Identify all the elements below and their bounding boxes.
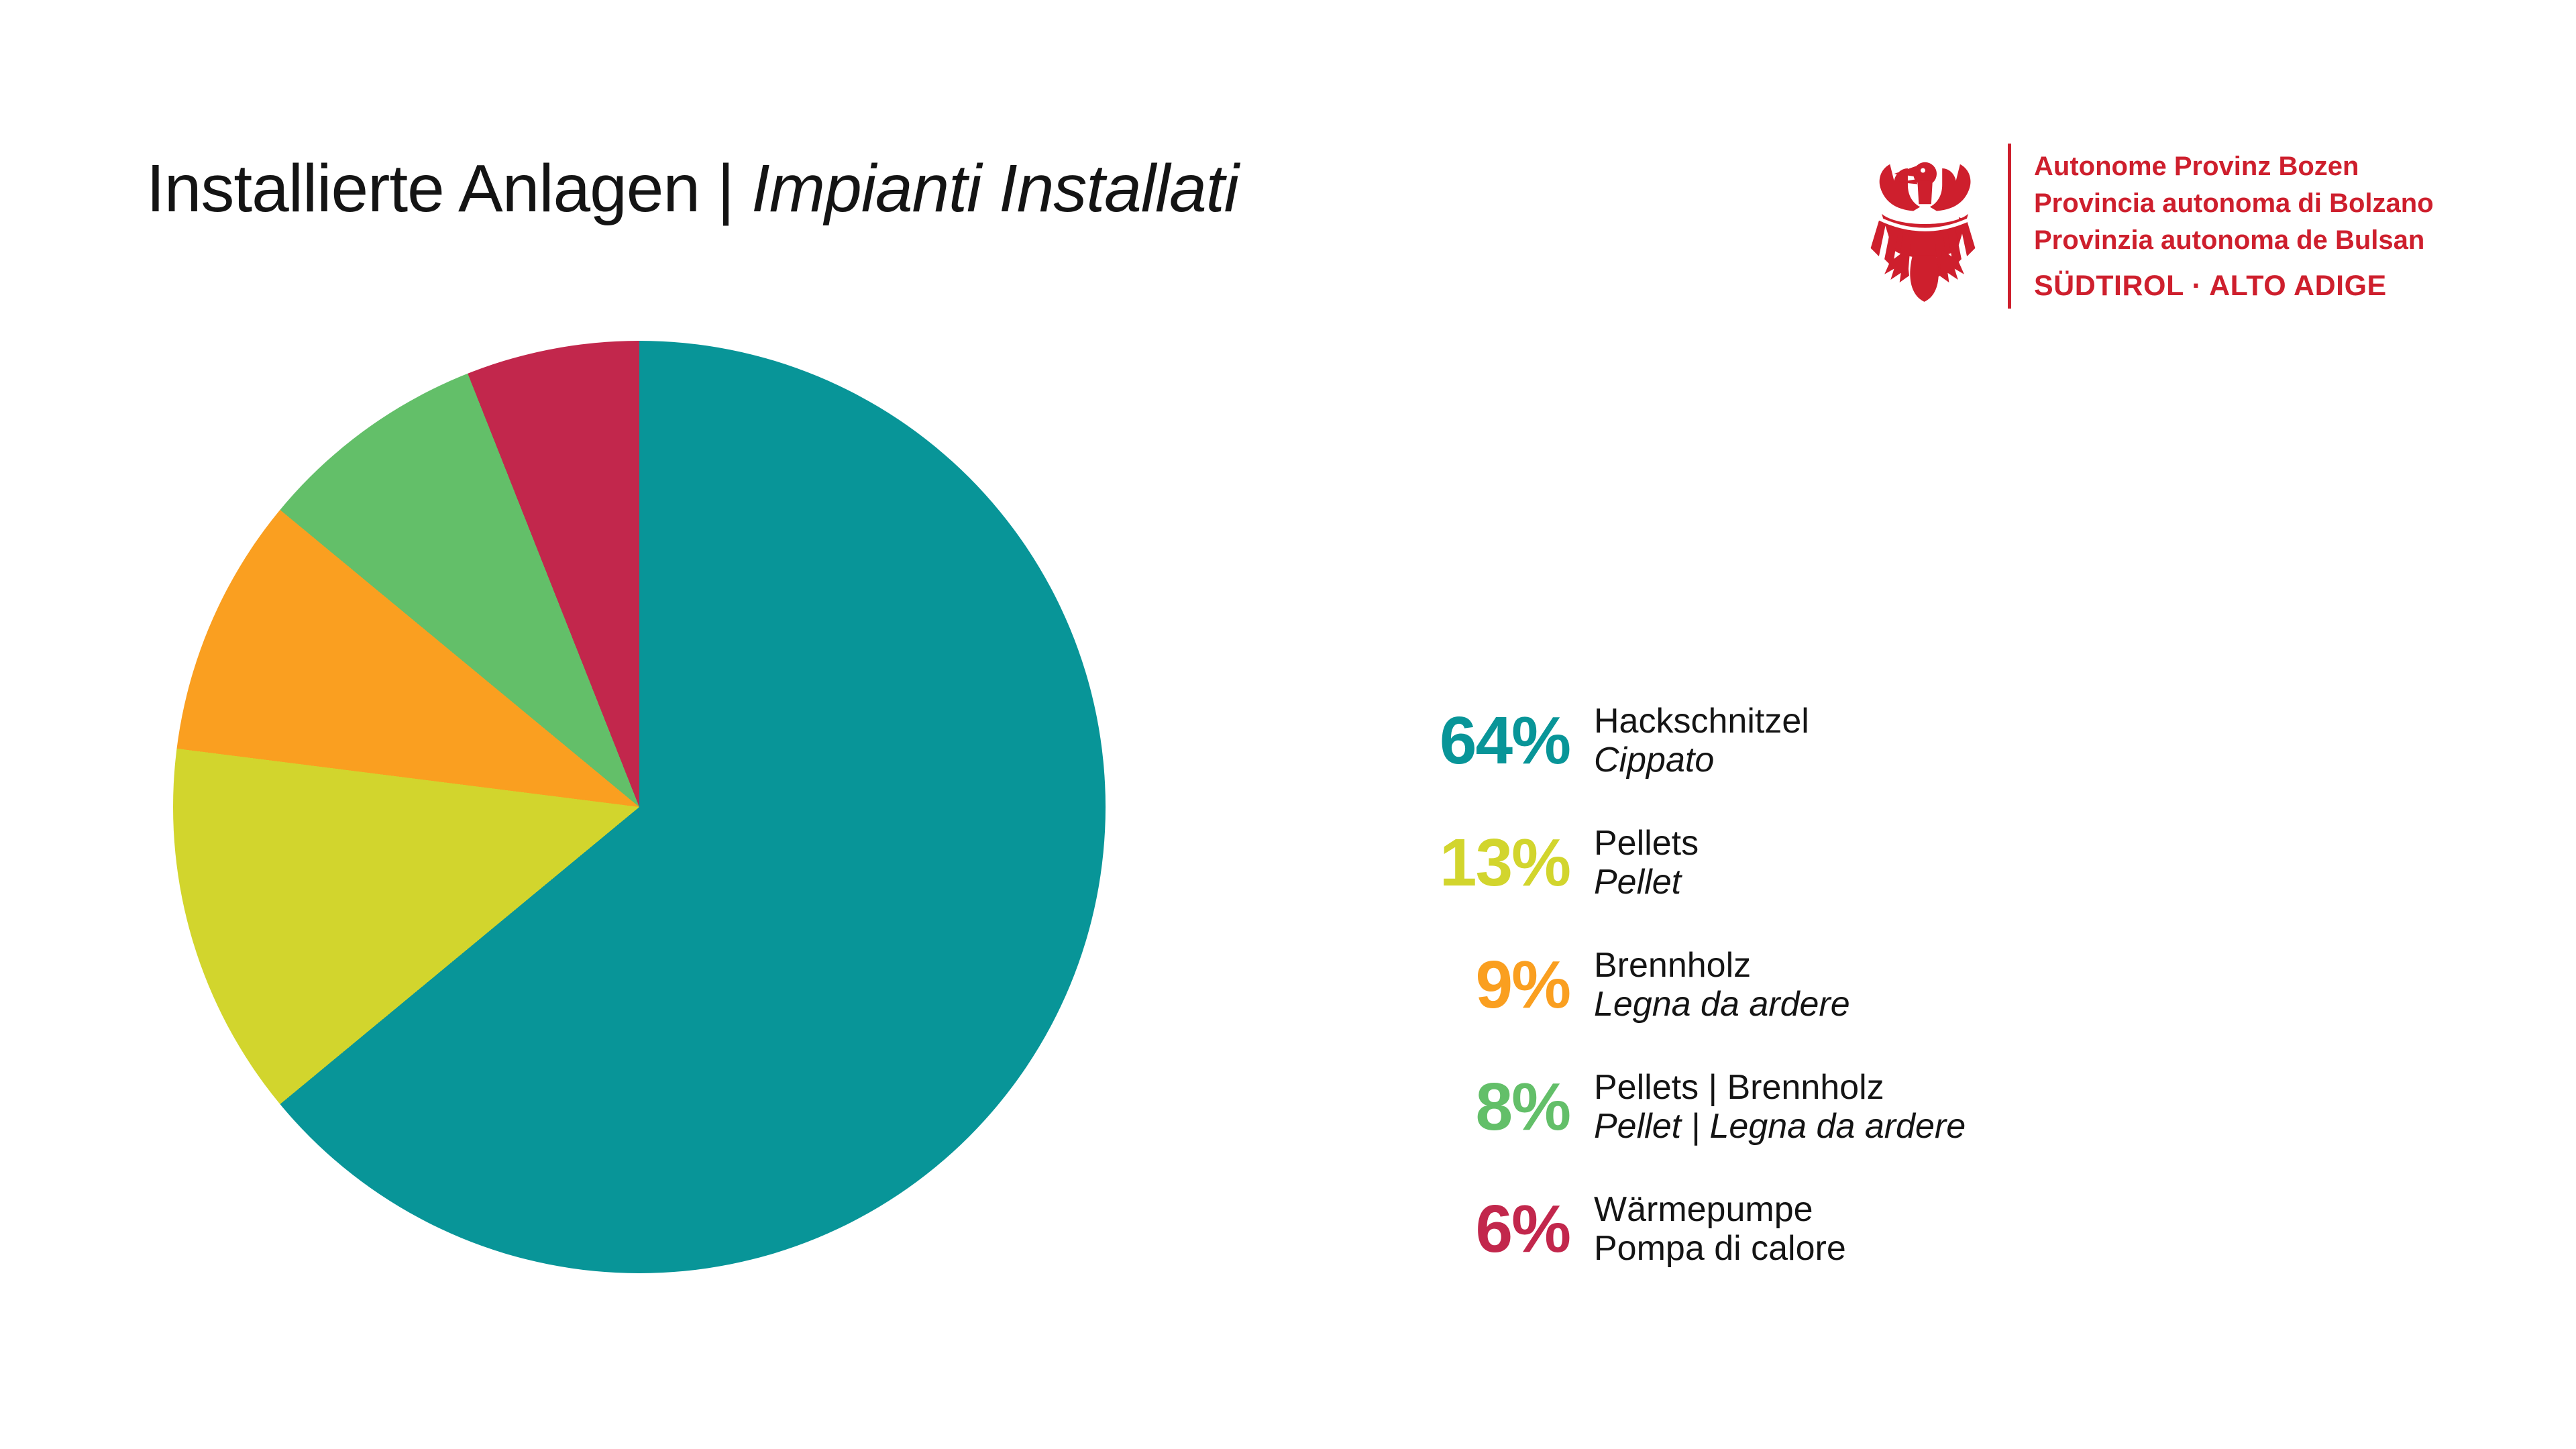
legend: 64% Hackschnitzel Cippato 13% Pellets Pe… xyxy=(1402,702,1966,1268)
logo-text-block: Autonome Provinz Bozen Provincia autonom… xyxy=(2034,148,2434,302)
logo-line-ladin: Provinzia autonoma de Bulsan xyxy=(2034,225,2425,255)
legend-percent: 64% xyxy=(1439,702,1571,778)
page-title: Installierte Anlagen | Impianti Installati xyxy=(146,151,1239,226)
legend-percent: 9% xyxy=(1475,947,1571,1022)
eagle-icon xyxy=(1870,162,1976,302)
logo-line-german: Autonome Provinz Bozen xyxy=(2034,152,2359,181)
legend-label-german: Pellets xyxy=(1594,824,1699,863)
legend-label-italian: Pellet | Legna da ardere xyxy=(1594,1107,1966,1146)
eagle-eye xyxy=(1921,168,1925,173)
logo-tagline: SÜDTIROL · ALTO ADIGE xyxy=(2034,270,2387,302)
legend-labels: Hackschnitzel Cippato xyxy=(1594,702,1809,780)
legend-item: 13% Pellets Pellet xyxy=(1402,824,1966,902)
legend-item: 8% Pellets | Brennholz Pellet | Legna da… xyxy=(1402,1068,1966,1146)
legend-item: 6% Wärmepumpe Pompa di calore xyxy=(1402,1190,1966,1268)
legend-labels: Pellets | Brennholz Pellet | Legna da ar… xyxy=(1594,1068,1966,1146)
legend-label-german: Pellets | Brennholz xyxy=(1594,1068,1884,1107)
legend-label-german: Brennholz xyxy=(1594,946,1752,985)
legend-label-italian: Cippato xyxy=(1594,741,1715,780)
legend-labels: Brennholz Legna da ardere xyxy=(1594,946,1850,1024)
legend-percent: 13% xyxy=(1439,824,1571,900)
page-title-separator: | xyxy=(717,151,735,226)
legend-labels: Pellets Pellet xyxy=(1594,824,1699,902)
legend-label-italian: Pellet xyxy=(1594,863,1682,902)
eagle-chest-band xyxy=(1876,216,1974,231)
legend-label-italian: Legna da ardere xyxy=(1594,985,1850,1024)
legend-label-italian: Pompa di calore xyxy=(1594,1229,1846,1268)
legend-item: 9% Brennholz Legna da ardere xyxy=(1402,946,1966,1024)
legend-item: 64% Hackschnitzel Cippato xyxy=(1402,702,1966,780)
logo-divider-line xyxy=(2008,144,2011,309)
pie-chart xyxy=(173,341,1106,1273)
legend-label-german: Hackschnitzel xyxy=(1594,702,1809,741)
legend-percent: 6% xyxy=(1475,1191,1571,1267)
page-title-italian: Impianti Installati xyxy=(751,151,1239,226)
legend-label-german: Wärmepumpe xyxy=(1594,1190,1813,1229)
legend-percent: 8% xyxy=(1475,1069,1571,1144)
page-title-german: Installierte Anlagen xyxy=(146,151,700,226)
eagle-silhouette xyxy=(1870,162,1976,302)
logo-line-italian: Provincia autonoma di Bolzano xyxy=(2034,189,2434,218)
legend-labels: Wärmepumpe Pompa di calore xyxy=(1594,1190,1846,1268)
